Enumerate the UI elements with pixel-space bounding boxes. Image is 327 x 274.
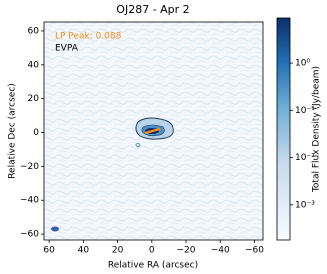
annotation-evpa: EVPA — [55, 44, 79, 54]
x-tick-label: 20 — [112, 246, 124, 256]
y-tick-label: 20 — [28, 94, 40, 104]
chart-title: OJ287 - Apr 2 — [116, 3, 189, 16]
x-tick-label: −40 — [211, 246, 230, 256]
x-tick-label: 0 — [149, 246, 155, 256]
y-tick-label: −40 — [20, 196, 39, 206]
colorbar-label: Total Flux Density (Jy/beam) — [312, 66, 322, 193]
colorbar-tick-label: 10⁻³ — [295, 200, 315, 210]
colorbar-tick-label: 10⁰ — [295, 59, 310, 69]
beam — [51, 226, 59, 232]
annotation-lp-peak: LP Peak: 0.088 — [55, 32, 122, 42]
x-tick-label: 60 — [43, 246, 55, 256]
y-tick-label: 0 — [33, 128, 39, 138]
x-axis-label: Relative RA (arcsec) — [108, 261, 198, 271]
plot-frame — [43, 21, 264, 241]
y-tick-label: −60 — [20, 230, 39, 240]
y-tick-label: −20 — [20, 162, 39, 172]
colorbar-tick-label: 10⁻² — [295, 153, 315, 163]
y-axis-label: Relative Dec (arcsec) — [8, 83, 18, 179]
contour-blob — [135, 143, 141, 147]
y-tick-label: 40 — [28, 60, 40, 70]
evpa-core — [144, 127, 161, 135]
x-tick-label: −20 — [177, 246, 196, 256]
x-tick-label: 40 — [78, 246, 90, 256]
colorbar — [276, 17, 291, 241]
y-tick-label: 60 — [28, 26, 40, 36]
x-tick-label: −60 — [245, 246, 264, 256]
colorbar-tick-label: 10⁻¹ — [295, 106, 315, 116]
